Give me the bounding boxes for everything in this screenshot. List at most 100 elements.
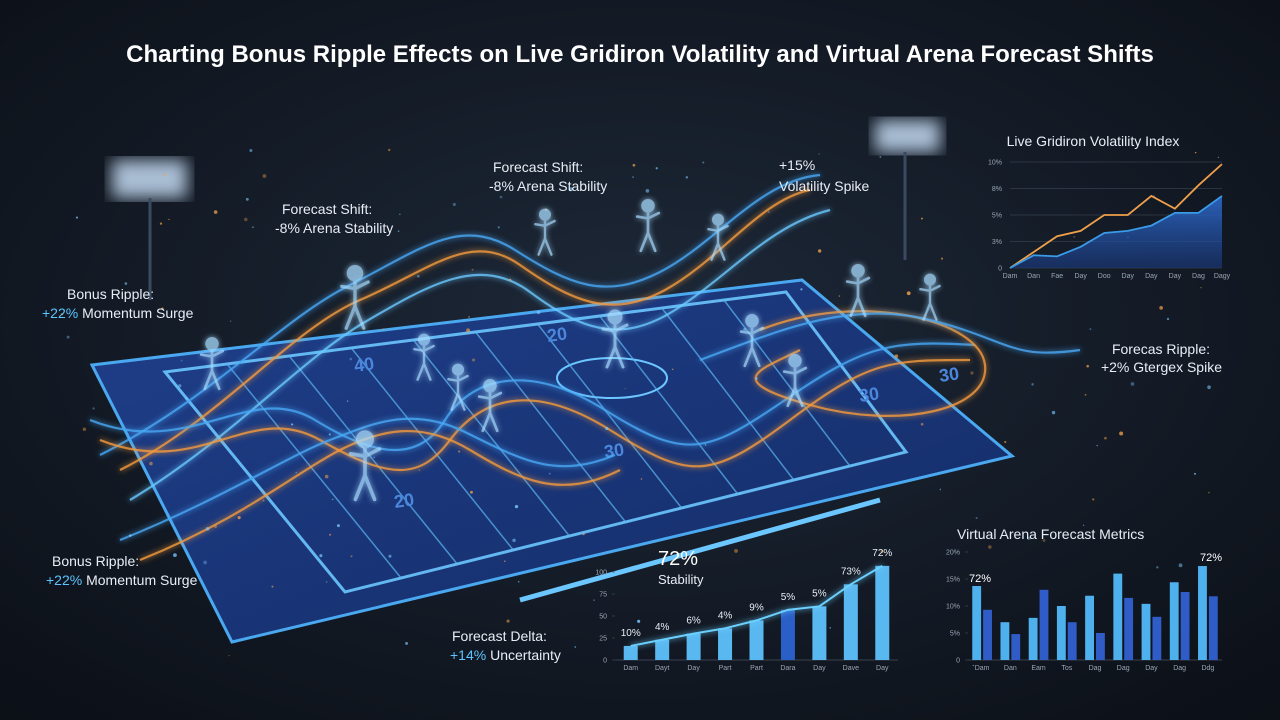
- bar: [875, 565, 890, 660]
- particle: [1082, 524, 1085, 527]
- particle: [324, 474, 329, 479]
- particle: [349, 357, 353, 361]
- particle: [178, 384, 182, 388]
- chart-title: Live Gridiron Volatility Index: [1007, 133, 1180, 149]
- annotation: +22% Momentum Surge: [46, 572, 198, 588]
- particle: [262, 499, 265, 502]
- particle: [734, 548, 738, 553]
- particle: [920, 217, 923, 220]
- bar: [718, 628, 733, 660]
- x-tick-label: Day: [1145, 665, 1158, 672]
- player-head: [418, 333, 431, 346]
- particle: [329, 533, 332, 536]
- yard-label: 30: [603, 439, 626, 462]
- x-tick-label: Eam: [1031, 665, 1046, 672]
- annotation-heading: Forecast Shift:: [493, 159, 583, 175]
- x-tick-label: Dara: [780, 665, 795, 672]
- player-body: [707, 224, 729, 261]
- annotation: +22% Momentum Surge: [42, 305, 194, 321]
- bar: [843, 584, 858, 660]
- point-label: 4%: [655, 622, 670, 633]
- trend-line: [630, 564, 883, 647]
- particle: [388, 554, 392, 558]
- player-figure: [601, 309, 629, 369]
- particle: [163, 173, 166, 176]
- bar: [1208, 596, 1218, 660]
- particle: [1051, 410, 1056, 415]
- bar: [1000, 622, 1010, 660]
- particle: [129, 534, 132, 537]
- player-figure: [534, 208, 556, 256]
- particle: [1194, 472, 1196, 475]
- particle: [517, 580, 520, 583]
- particle: [1004, 440, 1007, 443]
- x-tick-label: Day: [876, 665, 889, 672]
- particle: [972, 664, 975, 667]
- particle: [970, 371, 974, 375]
- player-head: [851, 264, 865, 278]
- particle: [755, 377, 758, 380]
- bar: [1011, 634, 1021, 660]
- particle: [1092, 498, 1095, 501]
- particle: [497, 226, 500, 229]
- point-label: 73%: [841, 566, 861, 577]
- particle: [237, 516, 241, 520]
- particle: [879, 156, 882, 158]
- particle: [939, 488, 942, 491]
- player-figure: [447, 363, 469, 411]
- x-tick-label: Dag: [1173, 665, 1186, 672]
- particle: [214, 525, 217, 528]
- point-label: 10%: [621, 628, 641, 639]
- particle: [975, 517, 978, 520]
- bar: [1067, 622, 1077, 660]
- particle: [397, 230, 400, 232]
- annotation: +14% Uncertainty: [450, 647, 561, 663]
- yard-line: [288, 355, 458, 565]
- field-boundary: [162, 290, 909, 594]
- player-head: [924, 273, 937, 286]
- point-label: 9%: [749, 602, 764, 613]
- player-figure: [919, 273, 941, 321]
- particle: [1217, 156, 1219, 159]
- player-figure: [845, 264, 871, 318]
- player-body: [413, 344, 435, 381]
- particle: [1156, 566, 1159, 569]
- particle: [671, 368, 674, 370]
- particle: [767, 210, 770, 213]
- particle: [1084, 393, 1087, 396]
- particle: [1159, 306, 1163, 310]
- annotation-value: +22%: [46, 572, 82, 588]
- bar: [1152, 616, 1162, 660]
- annotation-detail: Momentum Surge: [82, 305, 193, 321]
- player-body: [534, 219, 556, 256]
- particle: [574, 646, 577, 648]
- particle: [61, 313, 64, 316]
- particle: [940, 257, 944, 260]
- bar: [1124, 597, 1134, 660]
- x-tick-label: Dag: [1089, 665, 1102, 672]
- x-tick-label: Dayt: [655, 665, 669, 672]
- bar: [1198, 566, 1207, 660]
- particle: [637, 619, 641, 623]
- yard-label: 20: [393, 489, 416, 512]
- y-tick-label: 50: [599, 614, 607, 621]
- x-tick-label: Day: [1122, 273, 1135, 280]
- floodlight: [875, 120, 940, 152]
- x-tick-label: Dave: [843, 665, 859, 672]
- player-head: [355, 430, 374, 449]
- particle: [149, 461, 153, 466]
- x-tick-label: Ddg: [1201, 665, 1214, 672]
- annotation-detail: Momentum Surge: [86, 572, 197, 588]
- annotation-detail: Arena Stability: [517, 178, 607, 194]
- point-label: 72%: [872, 548, 892, 559]
- player-figure: [477, 379, 503, 433]
- y-tick-label: 25: [599, 636, 607, 643]
- particle: [568, 187, 573, 192]
- annotation-heading: Bonus Ripple:: [67, 286, 154, 302]
- player-head: [452, 363, 465, 376]
- particle: [640, 478, 643, 480]
- particle: [159, 222, 163, 225]
- subtitle: Stability: [658, 572, 704, 587]
